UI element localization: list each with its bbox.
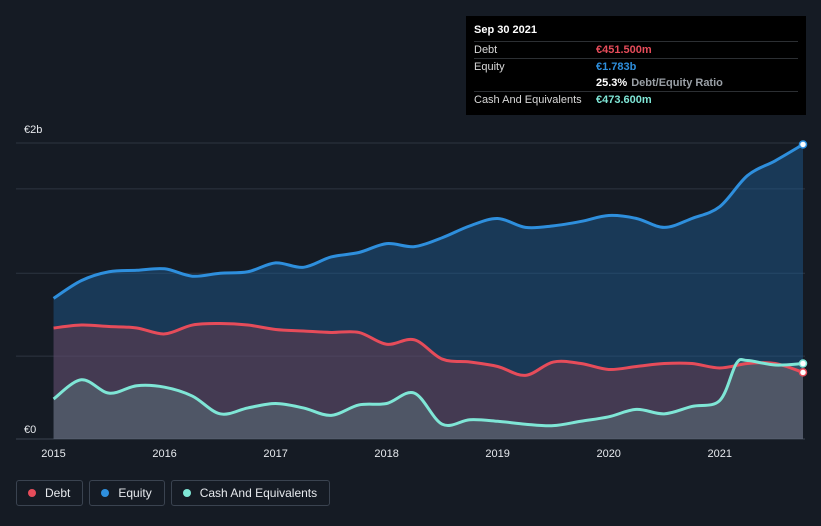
legend-item-debt[interactable]: Debt	[16, 480, 84, 506]
series-lines	[52, 143, 804, 428]
legend-dot-debt	[28, 489, 36, 497]
tooltip-ratio-label: Debt/Equity Ratio	[631, 77, 723, 89]
tooltip-debt-label: Debt	[474, 44, 498, 56]
y-tick-label: €2b	[24, 124, 42, 136]
end-marker-cash-and-equivalents	[798, 359, 808, 368]
legend-dot-equity	[101, 489, 110, 497]
legend-item-equity[interactable]: Equity	[89, 480, 165, 506]
legend-dot-cash	[182, 489, 191, 497]
data-tooltip: Sep 30 2021 Debt €451.500m Equity €1.783…	[466, 16, 806, 115]
series-line-cash-and-equivalents	[52, 357, 804, 428]
tooltip-equity-label: Equity	[474, 61, 505, 73]
series-line-debt	[53, 322, 804, 377]
end-markers	[798, 140, 808, 377]
x-tick-label: 2018	[374, 448, 398, 460]
y-axis-labels: €2b €0	[24, 124, 42, 436]
x-tick-label: 2016	[152, 448, 176, 460]
x-tick-label: 2021	[707, 448, 731, 460]
tooltip-date: Sep 30 2021	[474, 24, 537, 36]
tooltip-cash-value: €473.600m	[596, 94, 652, 106]
end-marker-debt	[798, 368, 808, 377]
tooltip-debt-value: €451.500m	[596, 44, 652, 56]
area-equity	[53, 144, 804, 440]
tooltip-cash-label: Cash And Equivalents	[474, 94, 582, 106]
legend-item-cash[interactable]: Cash And Equivalents	[170, 480, 331, 506]
legend-label-debt: Debt	[45, 486, 71, 500]
x-tick-label: 2015	[41, 448, 65, 460]
chart-legend: Debt Equity Cash And Equivalents	[16, 480, 331, 506]
x-tick-label: 2019	[485, 448, 509, 460]
tooltip-equity-value: €1.783b	[596, 61, 637, 73]
area-cash-and-equivalents	[53, 359, 804, 439]
x-tick-label: 2017	[263, 448, 287, 460]
gridlines	[16, 142, 805, 440]
legend-label-cash: Cash And Equivalents	[199, 486, 318, 500]
series-line-equity	[52, 143, 804, 300]
legend-label-equity: Equity	[118, 486, 152, 500]
x-axis-labels: 2015 2016 2017 2018 2019 2020 2021	[41, 448, 732, 460]
tooltip-ratio-value: 25.3%	[596, 77, 628, 89]
x-tick-label: 2020	[596, 448, 620, 460]
end-marker-equity	[798, 140, 808, 149]
y-tick-label: €0	[24, 424, 36, 436]
